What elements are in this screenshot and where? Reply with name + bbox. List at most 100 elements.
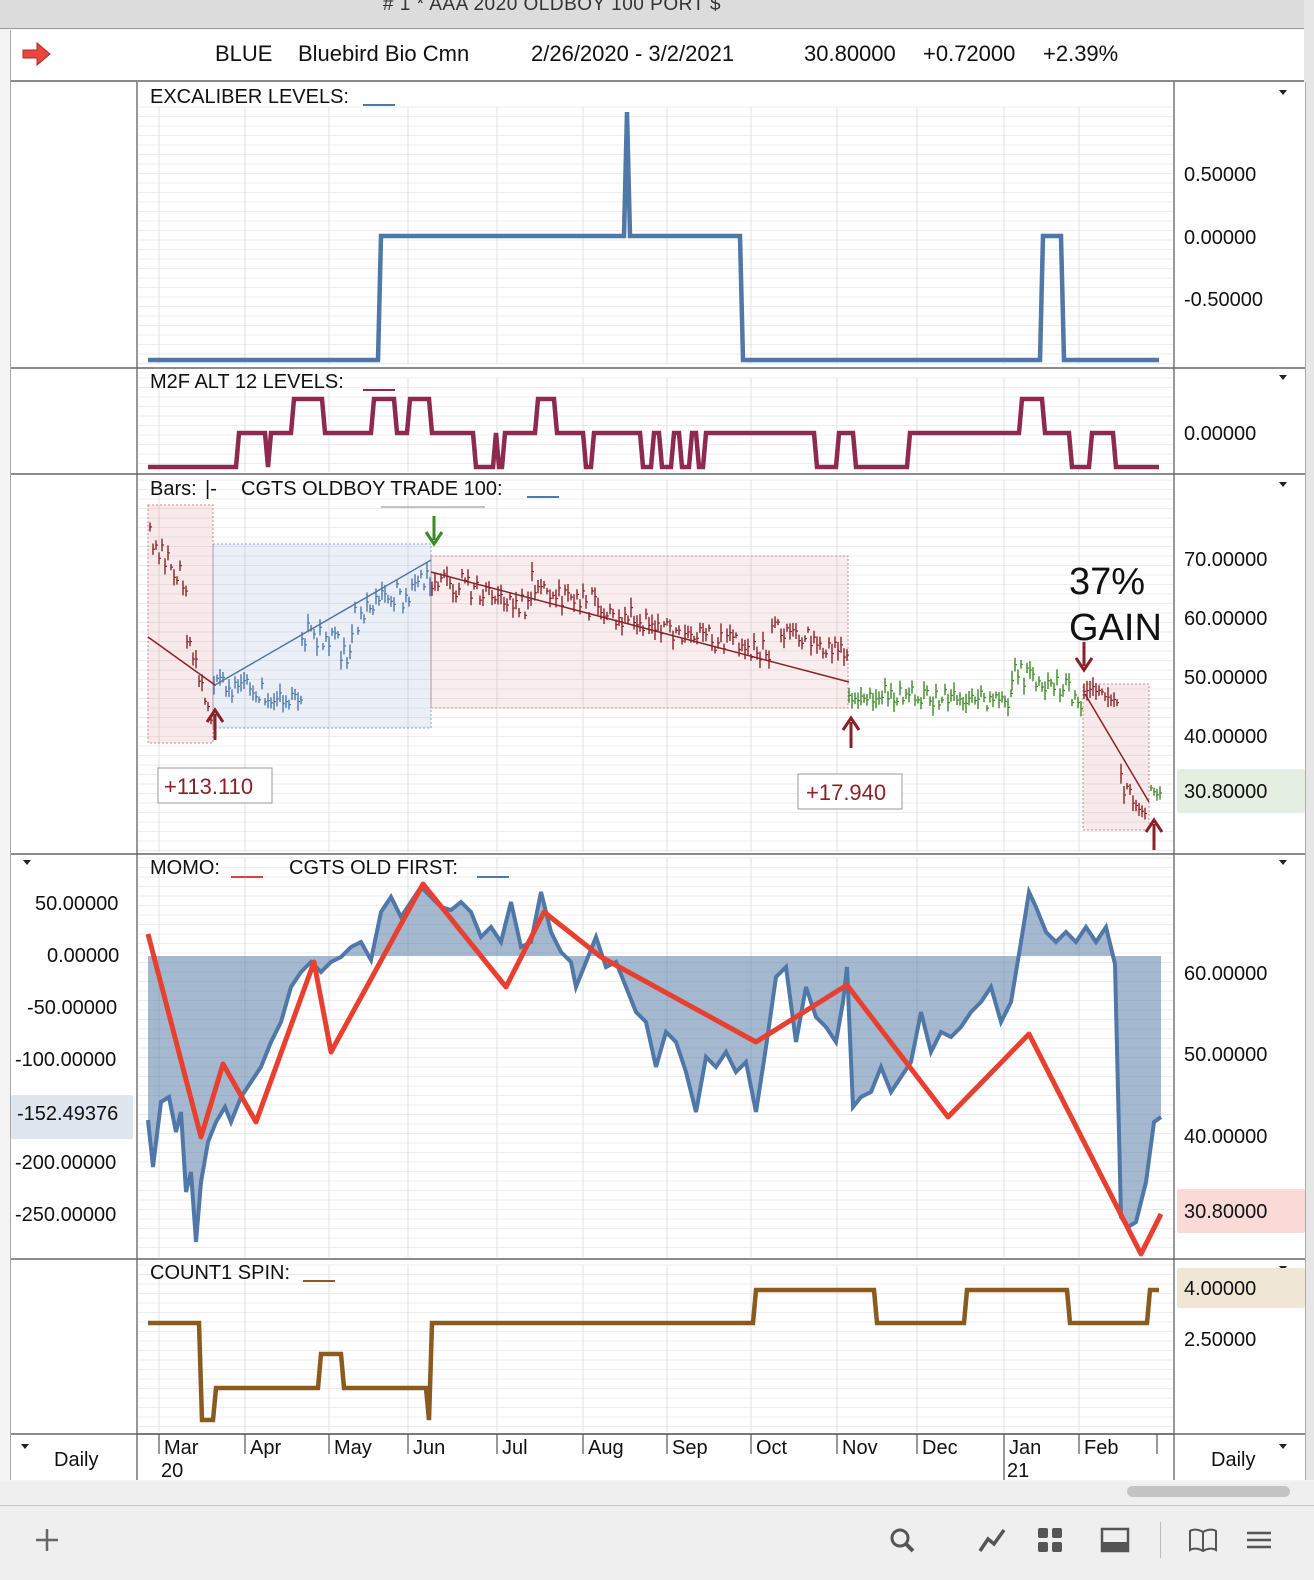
count1-spin-line <box>148 1287 1159 1423</box>
date-range: 2/26/2020 - 3/2/2021 <box>531 41 735 66</box>
price-last-badge: 30.80000 <box>1184 781 1267 803</box>
panel-menu-icon[interactable] <box>1279 90 1287 95</box>
year-label: 20 <box>161 1460 183 1480</box>
signal-arrow <box>1144 817 1164 833</box>
plus-icon[interactable] <box>32 1525 62 1555</box>
price-tick: 40.00000 <box>1184 726 1267 748</box>
trend-line <box>214 559 432 686</box>
excaliber-label: EXCALIBER LEVELS: <box>150 86 349 108</box>
grid-icon[interactable] <box>1035 1525 1065 1555</box>
trade-label-2: +17.940 <box>806 780 886 805</box>
cgts-old-first-line <box>145 881 1164 1257</box>
year-label: 21 <box>1007 1460 1029 1480</box>
panel-menu-icon[interactable] <box>1279 482 1287 487</box>
menu-icon[interactable] <box>1244 1525 1274 1555</box>
momo-label: MOMO: <box>150 857 220 879</box>
red-right-arrow-icon[interactable] <box>19 30 59 80</box>
momo-tick: -200.00000 <box>15 1152 116 1174</box>
panel-menu-icon[interactable] <box>23 860 31 865</box>
period-menu-icon[interactable] <box>1279 1444 1287 1449</box>
panel-menu-icon[interactable] <box>1279 860 1287 865</box>
momo-left-badge: -152.49376 <box>17 1103 118 1125</box>
data-series <box>145 111 1164 1423</box>
signal-arrow <box>841 715 861 731</box>
momo-tick: 0.00000 <box>47 945 119 967</box>
excaliber-tick: 0.50000 <box>1184 164 1256 186</box>
price-tick: 60.00000 <box>1184 608 1267 630</box>
month-label: Apr <box>250 1437 281 1459</box>
momo-right-tick: 60.00000 <box>1184 963 1267 985</box>
momo-area <box>148 887 1161 1242</box>
bottom-toolbar <box>0 1482 1314 1580</box>
excaliber-tick: -0.50000 <box>1184 289 1263 311</box>
month-label: May <box>334 1437 372 1459</box>
momo-line <box>146 883 1163 1243</box>
momo-tick: -50.00000 <box>27 997 117 1019</box>
bars-label: Bars: <box>150 478 197 500</box>
excaliber-tick: 0.00000 <box>1184 227 1256 249</box>
horizontal-scrollbar[interactable] <box>1127 1486 1290 1497</box>
trend-line <box>430 571 850 683</box>
panel-icon[interactable] <box>1100 1525 1130 1555</box>
month-label: Mar <box>164 1437 199 1459</box>
price-change: +0.72000 <box>923 41 1016 66</box>
price-change-pct: +2.39% <box>1043 41 1119 66</box>
period-menu-icon[interactable] <box>21 1444 29 1449</box>
search-icon[interactable] <box>887 1525 917 1555</box>
count1-label: COUNT1 SPIN: <box>150 1262 290 1284</box>
price-tick: 70.00000 <box>1184 549 1267 571</box>
trade-box <box>212 543 432 729</box>
month-label: Oct <box>756 1437 788 1459</box>
month-label: Jun <box>413 1437 445 1459</box>
cgts-trade-label: CGTS OLDBOY TRADE 100: <box>241 478 503 500</box>
book-icon[interactable] <box>1188 1525 1218 1555</box>
gain-annotation-pct: 37% <box>1069 561 1145 603</box>
month-label: Feb <box>1084 1437 1118 1459</box>
window-right-edge <box>1304 0 1314 1480</box>
month-label: Jan <box>1009 1437 1041 1459</box>
momo-tick: -250.00000 <box>15 1204 116 1226</box>
month-label: Aug <box>588 1437 624 1459</box>
m2f-label: M2F ALT 12 LEVELS: <box>150 371 344 393</box>
trade-label-1: +113.110 <box>164 774 253 799</box>
bars-style-value[interactable]: |- <box>205 478 217 500</box>
symbol-header: BLUE Bluebird Bio Cmn 2/26/2020 - 3/2/20… <box>10 30 1306 82</box>
momo-right-tick: 40.00000 <box>1184 1126 1267 1148</box>
m2f-tick: 0.00000 <box>1184 423 1256 445</box>
trade-box <box>430 555 849 709</box>
axis-labels: 0.50000 0.00000 -0.50000 0.00000 70.0000… <box>11 164 1305 1351</box>
month-label: Sep <box>672 1437 708 1459</box>
symbol-name: Bluebird Bio Cmn <box>298 41 470 66</box>
gain-annotation-word: GAIN <box>1069 607 1162 649</box>
momo-tick: 50.00000 <box>35 893 118 915</box>
month-label: Nov <box>842 1437 878 1459</box>
trend-line <box>1084 693 1150 803</box>
toolbar-divider <box>0 1505 1314 1506</box>
momo-right-tick: 50.00000 <box>1184 1044 1267 1066</box>
cgts-old-first-label: CGTS OLD FIRST: <box>289 857 458 879</box>
trade-box <box>147 504 214 744</box>
excaliber-line <box>148 111 1159 363</box>
signal-arrow <box>424 531 444 547</box>
period-right[interactable]: Daily <box>1211 1449 1255 1471</box>
price-tick: 50.00000 <box>1184 667 1267 689</box>
month-label: Jul <box>502 1437 528 1459</box>
line-chart-icon[interactable] <box>977 1525 1007 1555</box>
last-price: 30.80000 <box>804 41 896 66</box>
count-tick: 2.50000 <box>1184 1329 1256 1351</box>
momo-tick: -100.00000 <box>15 1049 116 1071</box>
trend-line <box>147 636 216 686</box>
gridlines <box>137 106 1174 1432</box>
signal-arrow <box>205 707 225 723</box>
month-label: Dec <box>922 1437 958 1459</box>
count-badge: 4.00000 <box>1184 1278 1256 1300</box>
symbol-ticker: BLUE <box>215 41 273 66</box>
period-left[interactable]: Daily <box>54 1449 98 1471</box>
toolbar-separator <box>1160 1522 1161 1558</box>
chart-canvas[interactable]: EXCALIBER LEVELS: M2F ALT 12 LEVELS: Bar… <box>11 82 1305 1480</box>
momo-right-badge: 30.80000 <box>1184 1201 1267 1223</box>
window-titlebar: # 1 * AAA 2020 OLDBOY 100 PORT $ <box>0 0 1314 29</box>
chart-area[interactable]: EXCALIBER LEVELS: M2F ALT 12 LEVELS: Bar… <box>10 82 1306 1480</box>
signal-arrow <box>1074 657 1094 673</box>
panel-menu-icon[interactable] <box>1279 375 1287 380</box>
